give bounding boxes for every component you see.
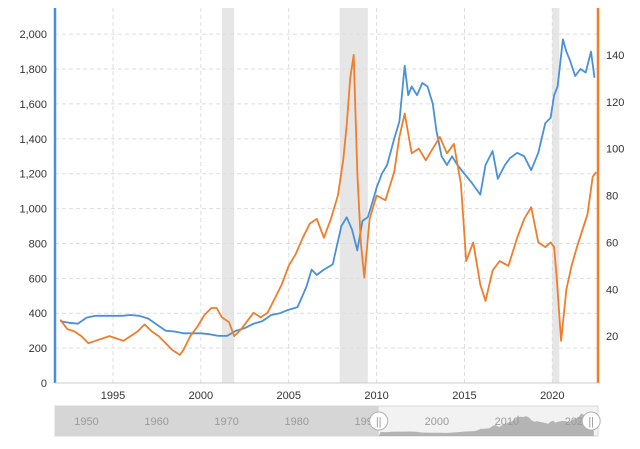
x-tick-label: 2010 <box>364 390 388 402</box>
x-tick-label: 1995 <box>101 390 125 402</box>
navigator-year-label: 1970 <box>214 416 238 428</box>
navigator-year-label: 1960 <box>144 416 168 428</box>
right-tick-label: 40 <box>606 284 618 296</box>
navigator-right-handle[interactable]: || <box>581 411 601 431</box>
handle-grip-icon: || <box>376 416 382 428</box>
handle-knob[interactable] <box>369 411 389 431</box>
left-tick-label: 800 <box>29 238 47 250</box>
handle-grip-icon: || <box>588 416 594 428</box>
right-axis-series-line <box>59 54 597 356</box>
left-tick-label: 600 <box>29 273 47 285</box>
left-tick-label: 1,600 <box>19 99 47 111</box>
left-tick-label: 2,000 <box>19 29 47 41</box>
series-lines <box>59 38 597 356</box>
right-tick-label: 60 <box>606 237 618 249</box>
recession-bands <box>221 8 560 383</box>
navigator-mini-series <box>378 413 594 436</box>
navigator-year-label: 2010 <box>495 416 519 428</box>
right-tick-label: 20 <box>606 331 618 343</box>
x-axis-ticks: 1995 2000 2005 2010 2015 2020 <box>101 390 565 402</box>
left-tick-label: 1,800 <box>19 64 47 76</box>
right-axis-ticks: 20 40 60 80 100 120 140 <box>606 50 624 343</box>
navigator-year-label: 2000 <box>425 416 449 428</box>
navigator-year-label: 1980 <box>284 416 308 428</box>
left-tick-label: 1,400 <box>19 134 47 146</box>
left-tick-label: 200 <box>29 343 47 355</box>
right-tick-label: 100 <box>606 144 624 156</box>
navigator-left-handle[interactable]: || <box>369 411 389 431</box>
left-axis-series-line <box>60 38 596 337</box>
left-tick-label: 1,200 <box>19 169 47 181</box>
right-tick-label: 120 <box>606 97 624 109</box>
range-navigator[interactable]: 1950 1960 1970 1980 1990 2000 2010 2020|| || <box>54 405 601 437</box>
navigator-unselected-mask <box>55 406 379 436</box>
recession-band-2 <box>552 8 560 383</box>
x-tick-label: 2015 <box>452 390 476 402</box>
x-tick-label: 2000 <box>189 390 213 402</box>
x-tick-label: 2005 <box>276 390 300 402</box>
handle-knob[interactable] <box>581 411 601 431</box>
right-tick-label: 80 <box>606 191 618 203</box>
left-tick-label: 400 <box>29 308 47 320</box>
right-tick-label: 140 <box>606 50 624 62</box>
grid <box>55 8 598 383</box>
left-tick-label: 1,000 <box>19 204 47 216</box>
left-tick-label: 0 <box>41 378 47 390</box>
recession-band-0 <box>221 8 235 383</box>
axes <box>53 8 600 384</box>
left-axis-ticks: 0 200 400 600 800 1,000 1,200 1,400 1,600 1,800 2,… <box>19 29 47 390</box>
x-tick-label: 2020 <box>540 390 564 402</box>
navigator-year-label: 1950 <box>74 416 98 428</box>
